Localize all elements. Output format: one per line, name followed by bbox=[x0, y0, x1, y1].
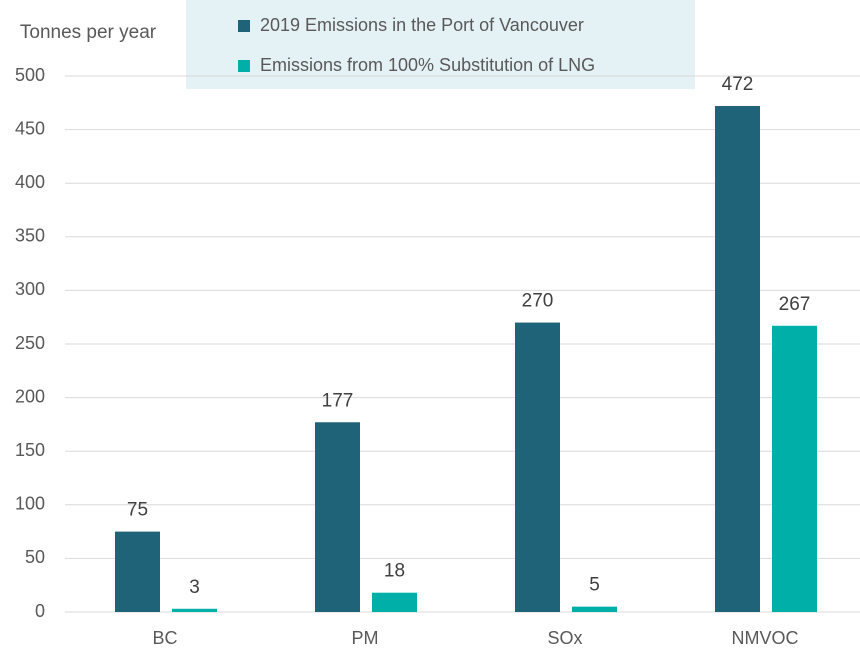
y-tick-label: 400 bbox=[15, 172, 45, 192]
y-tick-label: 100 bbox=[15, 494, 45, 514]
x-tick-label: BC bbox=[152, 628, 177, 648]
legend-swatch bbox=[238, 20, 250, 32]
legend-label: 2019 Emissions in the Port of Vancouver bbox=[260, 15, 584, 35]
x-tick-label: NMVOC bbox=[732, 628, 799, 648]
y-tick-label: 200 bbox=[15, 386, 45, 406]
data-label: 177 bbox=[322, 390, 354, 411]
data-label: 472 bbox=[722, 74, 754, 95]
bar bbox=[172, 608, 217, 612]
bar bbox=[315, 422, 360, 612]
data-label: 3 bbox=[189, 577, 200, 598]
data-label: 267 bbox=[779, 294, 811, 315]
data-label: 270 bbox=[522, 291, 554, 312]
x-tick-label: SOx bbox=[547, 628, 582, 648]
data-label: 18 bbox=[384, 561, 405, 582]
legend-box bbox=[186, 0, 695, 89]
y-tick-label: 450 bbox=[15, 118, 45, 138]
y-tick-label: 250 bbox=[15, 333, 45, 353]
bar bbox=[372, 592, 417, 612]
y-tick-label: 0 bbox=[35, 601, 45, 621]
y-tick-label: 150 bbox=[15, 440, 45, 460]
bar bbox=[115, 531, 160, 612]
y-tick-label: 300 bbox=[15, 279, 45, 299]
x-tick-label: PM bbox=[352, 628, 379, 648]
data-label: 75 bbox=[127, 500, 148, 521]
legend-swatch bbox=[238, 60, 250, 72]
y-tick-label: 350 bbox=[15, 226, 45, 246]
data-label: 5 bbox=[589, 575, 600, 596]
y-tick-label: 500 bbox=[15, 65, 45, 85]
y-axis-label: Tonnes per year bbox=[19, 22, 157, 43]
bar bbox=[515, 322, 560, 612]
legend-label: Emissions from 100% Substitution of LNG bbox=[260, 55, 595, 75]
y-tick-label: 50 bbox=[25, 547, 45, 567]
bar bbox=[715, 106, 760, 613]
bar bbox=[772, 325, 817, 612]
bar bbox=[572, 606, 617, 612]
